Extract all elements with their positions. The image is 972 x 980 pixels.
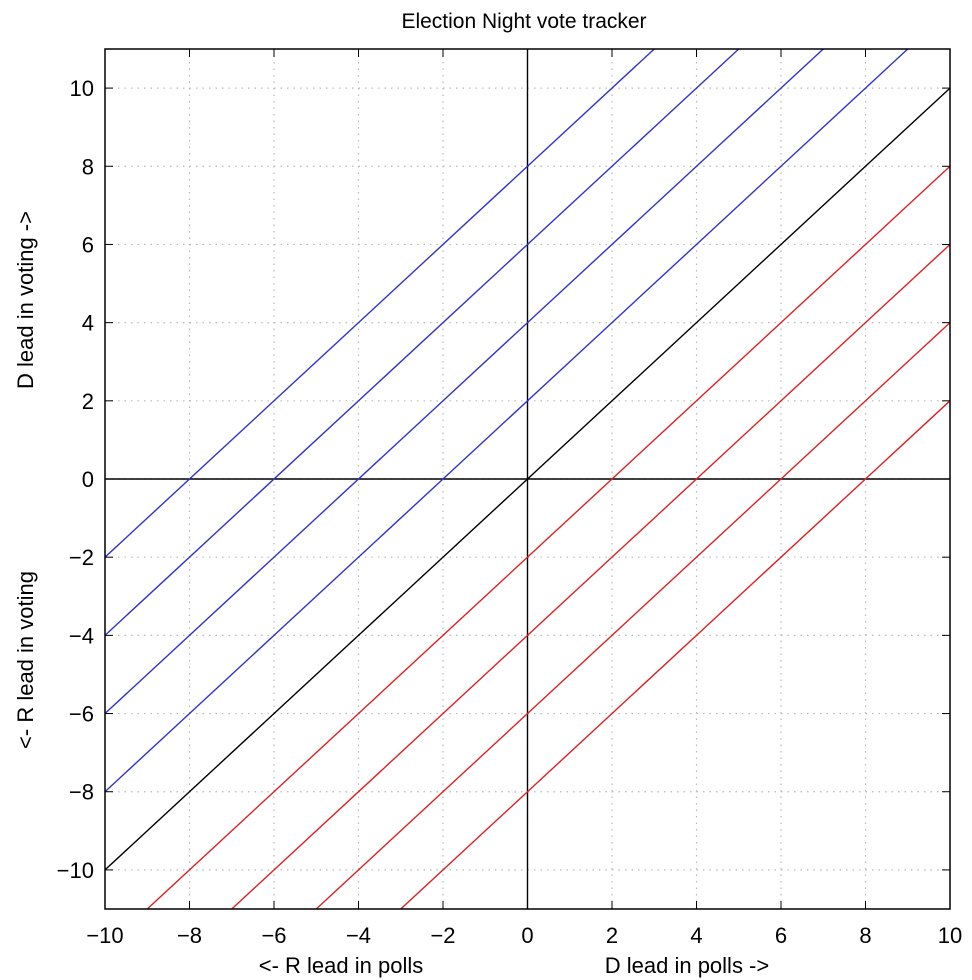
y-tick-label: 2 (82, 389, 94, 414)
series-line-7 (231, 243, 951, 910)
y-tick-labels: −10 −8 −6 −4 −2 0 2 4 6 8 10 (57, 76, 94, 883)
x-tick-label: 6 (775, 923, 787, 948)
x-axis-label-right: D lead in polls -> (605, 953, 769, 978)
y-axis-label-bottom: <- R lead in voting (13, 571, 38, 749)
series-line-4 (104, 48, 909, 793)
x-tick-label: 10 (938, 923, 962, 948)
y-tick-label: 0 (82, 467, 94, 492)
y-tick-label: −4 (69, 623, 94, 648)
series-line-1 (104, 48, 655, 558)
series-line-5 (104, 87, 951, 871)
series-line-9 (400, 400, 951, 910)
y-tick-label: −6 (69, 702, 94, 727)
x-axis-label-left: <- R lead in polls (259, 953, 423, 978)
series-layer (104, 48, 951, 910)
y-tick-label: −8 (69, 780, 94, 805)
x-tick-label: −4 (346, 923, 371, 948)
y-axis-label-top: D lead in voting -> (13, 211, 38, 389)
x-tick-label: −2 (430, 923, 455, 948)
series-line-3 (104, 48, 824, 715)
x-tick-label: 2 (606, 923, 618, 948)
y-tick-label: 10 (70, 76, 94, 101)
y-tick-label: −10 (57, 858, 94, 883)
series-line-2 (104, 48, 740, 636)
y-tick-label: −2 (69, 545, 94, 570)
x-tick-label: −6 (261, 923, 286, 948)
x-tick-label: −10 (86, 923, 123, 948)
x-tick-label: 8 (859, 923, 871, 948)
chart-title: Election Night vote tracker (401, 10, 646, 33)
tick-marks (104, 49, 951, 909)
x-tick-labels: −10 −8 −6 −4 −2 0 2 4 6 8 10 (86, 923, 962, 948)
y-tick-label: 8 (82, 154, 94, 179)
x-tick-label: 0 (521, 923, 533, 948)
x-tick-label: −8 (177, 923, 202, 948)
y-tick-label: 4 (82, 311, 94, 336)
x-tick-label: 4 (690, 923, 702, 948)
series-line-6 (146, 165, 951, 910)
series-line-8 (315, 322, 951, 910)
y-tick-label: 6 (82, 232, 94, 257)
